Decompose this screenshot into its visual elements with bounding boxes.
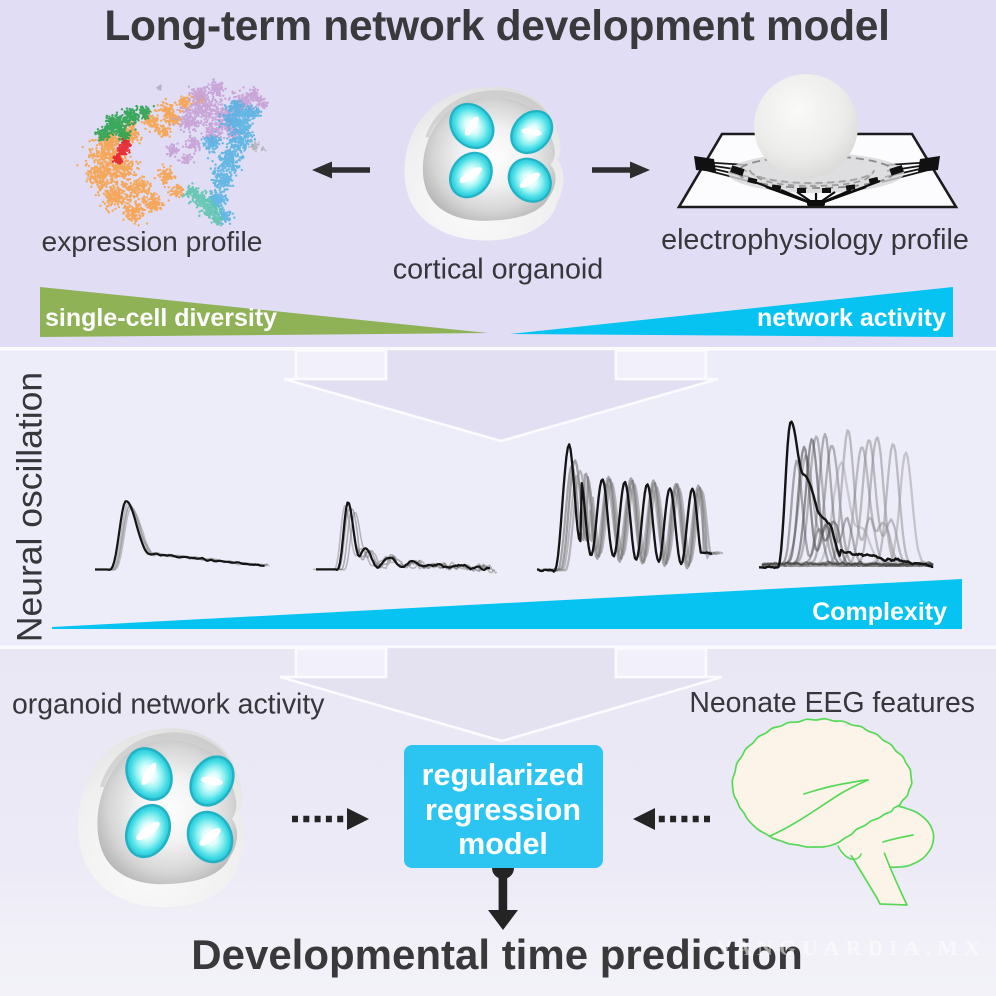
svg-text:regularized: regularized [422, 758, 585, 792]
svg-text:expression profile: expression profile [42, 225, 263, 257]
svg-text:Neonate EEG features: Neonate EEG features [689, 687, 975, 719]
svg-text:single-cell diversity: single-cell diversity [45, 304, 277, 332]
svg-text:model: model [458, 827, 548, 861]
svg-text:electrophysiology profile: electrophysiology profile [661, 224, 969, 256]
svg-text:Neural oscillation: Neural oscillation [10, 372, 50, 642]
svg-text:regression: regression [425, 793, 581, 827]
svg-text:Developmental time prediction: Developmental time prediction [191, 931, 802, 978]
svg-text:Long-term network development: Long-term network development model [104, 3, 889, 50]
svg-text:VANGUARDIA.MX: VANGUARDIA.MX [716, 936, 986, 960]
svg-text:network activity: network activity [757, 304, 946, 332]
svg-text:Complexity: Complexity [812, 598, 947, 626]
svg-text:cortical organoid: cortical organoid [393, 254, 604, 286]
svg-text:organoid network activity: organoid network activity [12, 689, 325, 721]
